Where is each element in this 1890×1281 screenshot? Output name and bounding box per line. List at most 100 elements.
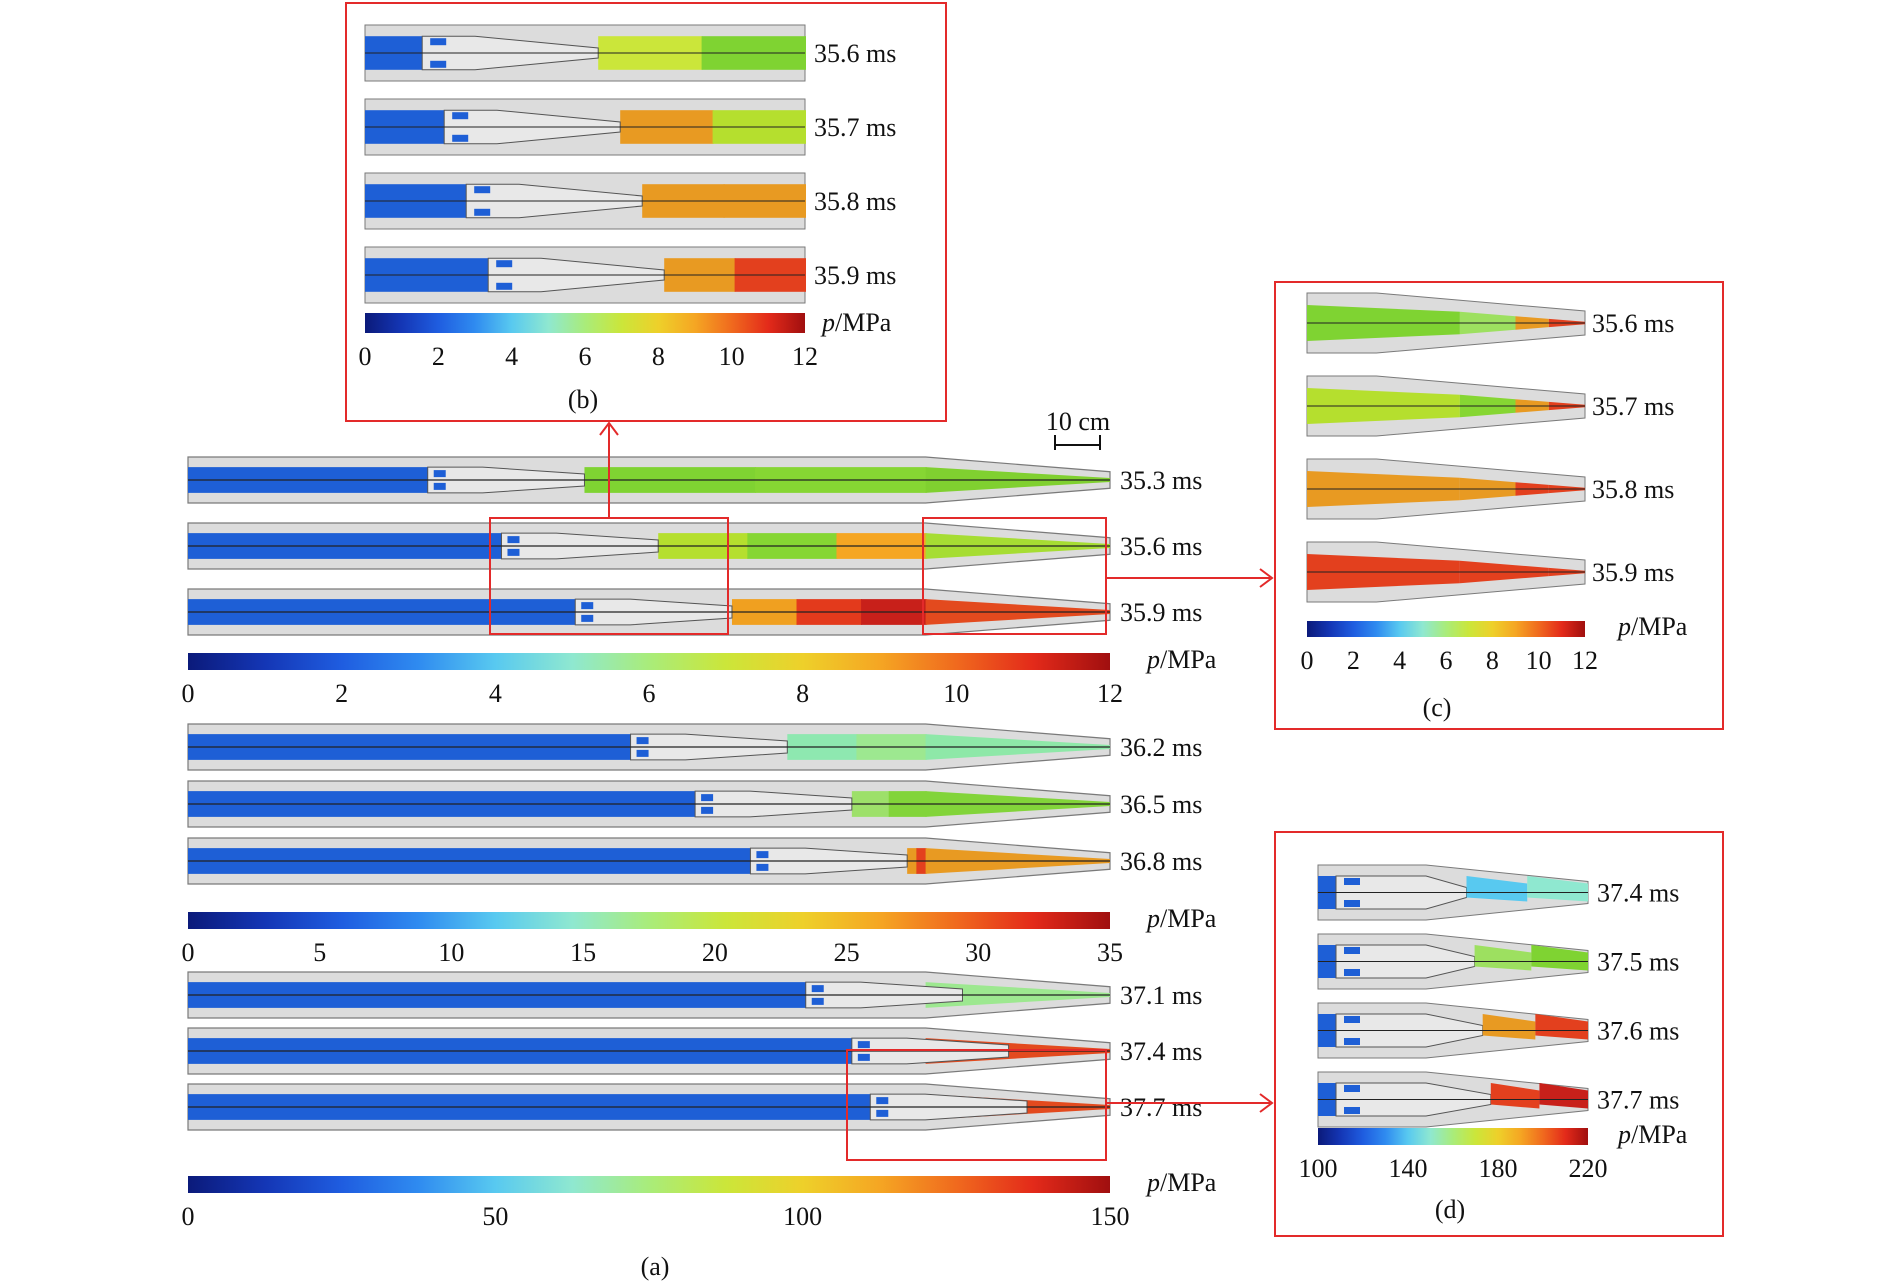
time-label: 37.7 ms bbox=[1120, 1093, 1202, 1122]
colorbar-tick-label: 30 bbox=[965, 938, 991, 967]
barrel-row: 37.1 ms bbox=[187, 971, 1202, 1019]
projectile-seal bbox=[636, 749, 649, 757]
projectile-seal bbox=[857, 1053, 870, 1061]
time-label: 37.5 ms bbox=[1597, 948, 1679, 977]
panel-d-caption: (d) bbox=[1435, 1195, 1465, 1224]
panel-b: 35.6 ms 35.7 ms 35.8 ms 35.9 ms 0 2 4 6 8 10 12p/M… bbox=[359, 24, 896, 371]
zoom-indicators bbox=[489, 421, 1274, 1161]
panel-a-group: 36.2 ms 36.5 ms 36.8 ms 0 5 10 15 20 25 30 35 p/MPa bbox=[182, 723, 1217, 967]
colorbar-tick-label: 140 bbox=[1389, 1154, 1428, 1183]
colorbar-gradient bbox=[188, 912, 1110, 929]
colorbar-tick-label: 20 bbox=[702, 938, 728, 967]
colorbar-tick-label: 220 bbox=[1569, 1154, 1608, 1183]
projectile-seal bbox=[1344, 969, 1360, 976]
colorbar-tick-label: 12 bbox=[1572, 646, 1598, 675]
panel-b-frame bbox=[345, 2, 947, 422]
panel-a-caption: (a) bbox=[641, 1252, 670, 1281]
projectile-seal bbox=[636, 737, 649, 745]
colorbar-gradient bbox=[1318, 1128, 1588, 1145]
projectile-seal bbox=[496, 282, 513, 290]
time-label: 35.8 ms bbox=[1592, 475, 1674, 504]
time-label: 35.9 ms bbox=[1120, 598, 1202, 627]
colorbar: 0 5 10 15 20 25 30 35 p/MPa bbox=[182, 904, 1217, 967]
colorbar-tick-label: 6 bbox=[579, 342, 592, 371]
projectile-seal bbox=[857, 1041, 870, 1049]
scale-bar: 10 cm bbox=[1046, 407, 1110, 450]
projectile-seal bbox=[701, 794, 714, 802]
colorbar-tick-label: 2 bbox=[1347, 646, 1360, 675]
arrow-head-c bbox=[1259, 568, 1274, 588]
time-label: 37.4 ms bbox=[1597, 879, 1679, 908]
projectile-seal bbox=[811, 997, 824, 1005]
zoom-row: 35.7 ms bbox=[364, 98, 896, 156]
colorbar-unit: p/MPa bbox=[1145, 904, 1217, 933]
barrel-row: 36.8 ms bbox=[187, 837, 1202, 885]
projectile-seal bbox=[756, 851, 769, 859]
time-label: 35.7 ms bbox=[814, 113, 896, 142]
projectile-seal bbox=[701, 806, 714, 814]
colorbar-tick-label: 4 bbox=[489, 679, 502, 708]
colorbar-tick-label: 25 bbox=[834, 938, 860, 967]
zoom-row: 35.9 ms bbox=[1306, 541, 1674, 603]
colorbar-tick-label: 50 bbox=[482, 1202, 508, 1231]
zoom-row: 35.9 ms bbox=[364, 246, 896, 304]
colorbar-tick-label: 2 bbox=[432, 342, 445, 371]
time-label: 36.2 ms bbox=[1120, 733, 1202, 762]
projectile-seal bbox=[1344, 1038, 1360, 1045]
projectile-seal bbox=[581, 614, 594, 622]
colorbar-unit: p/MPa bbox=[1145, 645, 1217, 674]
panel-a-group: 35.3 ms 35.6 ms 35.9 ms 0 2 4 6 8 10 12 p/MPa bbox=[182, 456, 1217, 708]
colorbar: 100 140 180 220 p/MPa bbox=[1299, 1120, 1688, 1183]
compressed-gas-region bbox=[1535, 1014, 1588, 1040]
colorbar-tick-label: 4 bbox=[505, 342, 518, 371]
colorbar-tick-label: 5 bbox=[313, 938, 326, 967]
zoom-row: 35.6 ms bbox=[364, 24, 896, 82]
zoom-row: 35.8 ms bbox=[364, 172, 896, 230]
colorbar-tick-label: 8 bbox=[796, 679, 809, 708]
panel-c-caption: (c) bbox=[1423, 693, 1452, 722]
colorbar-tick-label: 180 bbox=[1479, 1154, 1518, 1183]
colorbar-gradient bbox=[188, 653, 1110, 670]
colorbar-tick-label: 6 bbox=[643, 679, 656, 708]
colorbar-tick-label: 8 bbox=[652, 342, 665, 371]
colorbar-tick-label: 0 bbox=[1301, 646, 1314, 675]
time-label: 35.7 ms bbox=[1592, 392, 1674, 421]
time-label: 35.6 ms bbox=[1592, 309, 1674, 338]
colorbar-gradient bbox=[1307, 621, 1585, 637]
colorbar-tick-label: 100 bbox=[1299, 1154, 1338, 1183]
colorbar: 0 2 4 6 8 10 12p/MPa bbox=[359, 308, 892, 371]
projectile-seal bbox=[507, 548, 520, 556]
colorbar-tick-label: 10 bbox=[719, 342, 745, 371]
colorbar: 0 2 4 6 8 10 12p/MPa bbox=[182, 645, 1217, 708]
colorbar-tick-label: 35 bbox=[1097, 938, 1123, 967]
projectile-seal bbox=[1344, 947, 1360, 954]
compressed-gas-region bbox=[1539, 1083, 1588, 1109]
barrel-row: 37.4 ms bbox=[187, 1027, 1202, 1075]
projectile-seal bbox=[452, 112, 469, 120]
colorbar-tick-label: 10 bbox=[943, 679, 969, 708]
projectile-seal bbox=[430, 60, 447, 68]
projectile-seal bbox=[811, 985, 824, 993]
colorbar-tick-label: 10 bbox=[438, 938, 464, 967]
projectile-seal bbox=[1344, 1016, 1360, 1023]
projectile-seal bbox=[452, 134, 469, 142]
panel-d: 37.4 ms 37.5 ms 37.6 ms 37.7 ms 100 140 180 220… bbox=[1299, 864, 1688, 1183]
colorbar-unit: p/MPa bbox=[1616, 1120, 1688, 1149]
colorbar-tick-label: 0 bbox=[359, 342, 372, 371]
panel-b-caption: (b) bbox=[568, 385, 598, 414]
colorbar-tick-label: 0 bbox=[182, 938, 195, 967]
colorbar-gradient bbox=[188, 1176, 1110, 1193]
compressed-gas-region bbox=[1466, 876, 1528, 902]
arrow-head-b bbox=[599, 421, 619, 436]
compressed-gas-region bbox=[1490, 1083, 1540, 1109]
compressed-gas-region bbox=[1531, 945, 1588, 971]
panel-c-frame bbox=[1274, 281, 1724, 730]
zoom-row: 35.8 ms bbox=[1306, 458, 1674, 520]
zoom-row: 37.6 ms bbox=[1317, 1002, 1679, 1059]
compressed-gas-region bbox=[1527, 876, 1588, 902]
zoom-row: 37.4 ms bbox=[1317, 864, 1679, 921]
projectile-seal bbox=[433, 470, 446, 478]
projectile-seal bbox=[581, 602, 594, 610]
barrel-row: 37.7 ms bbox=[187, 1083, 1202, 1131]
